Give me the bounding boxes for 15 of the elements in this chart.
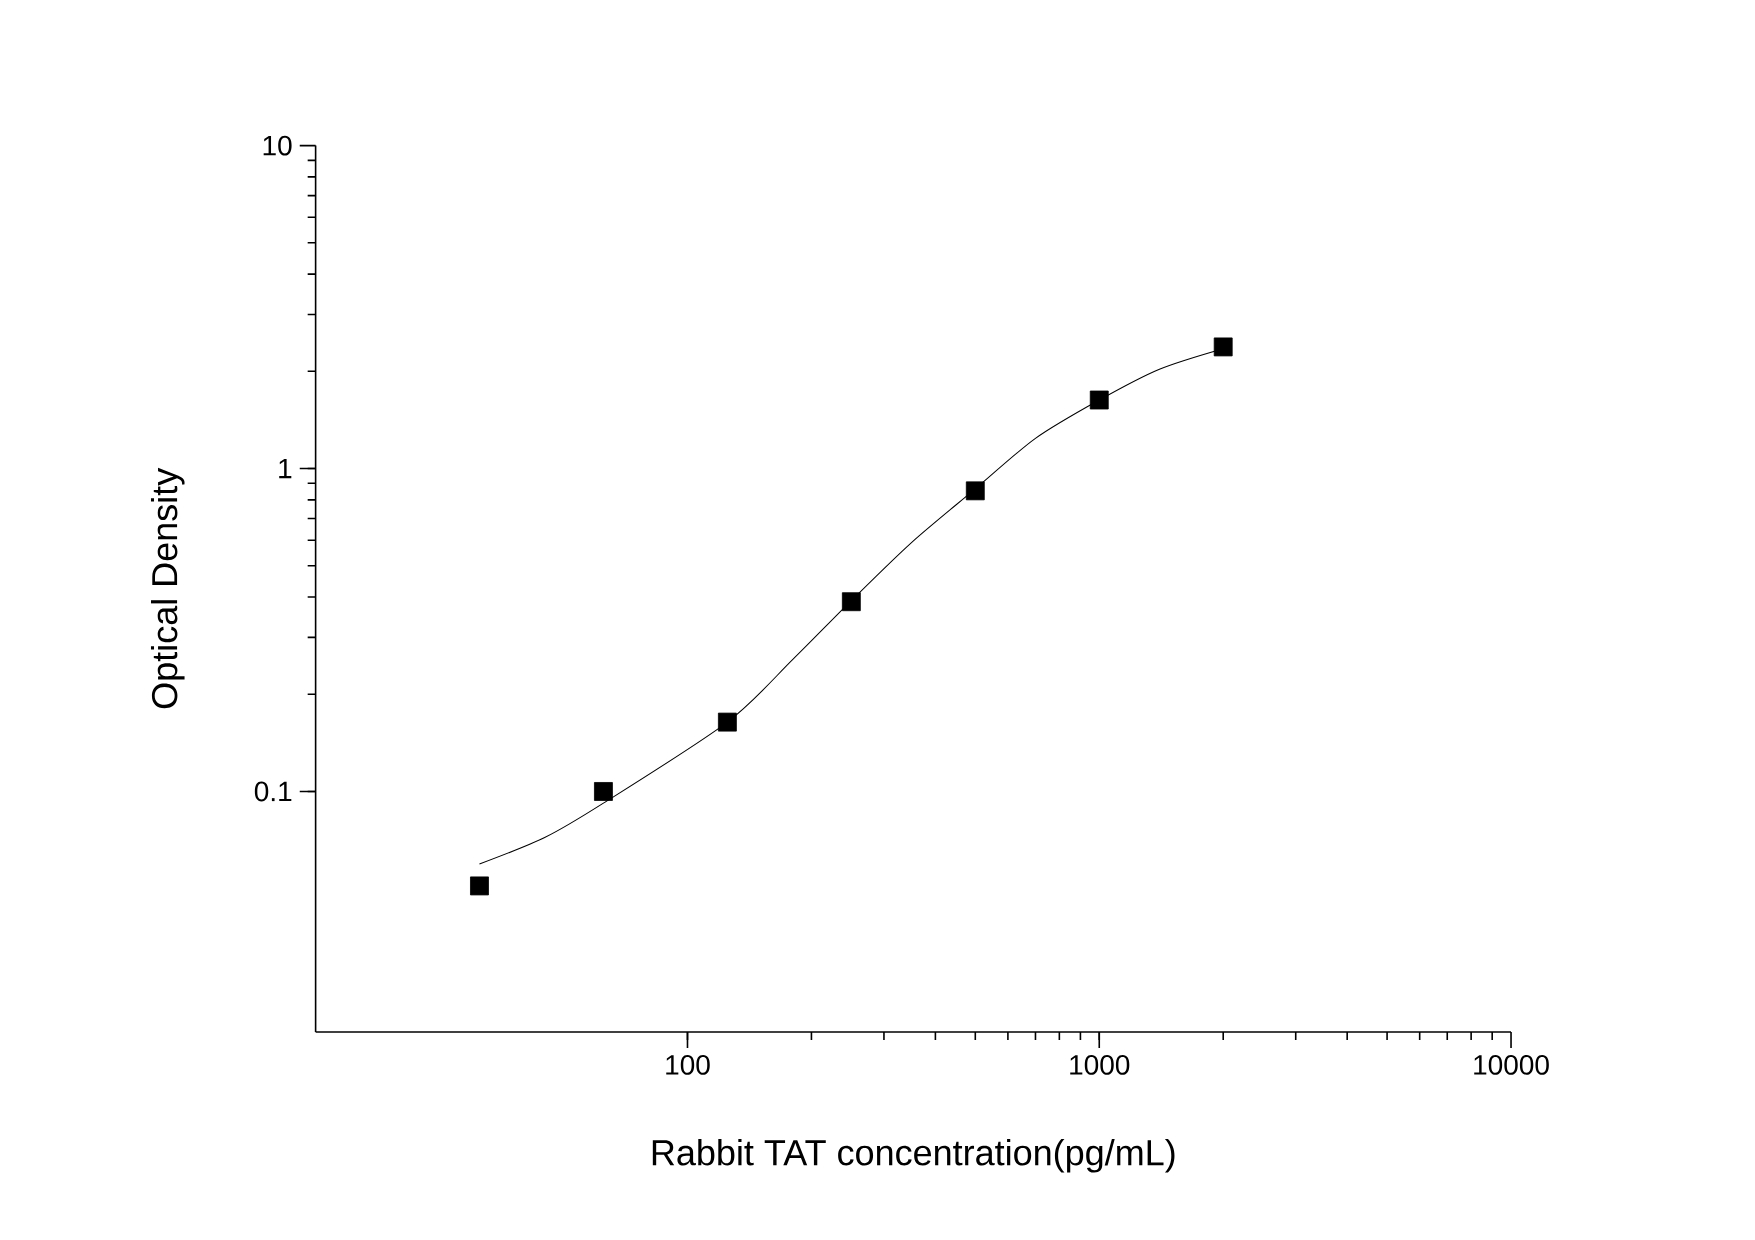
y-tick-label: 0.1 <box>254 781 292 802</box>
point <box>1213 337 1233 357</box>
point <box>1089 390 1109 410</box>
point <box>965 481 985 501</box>
point <box>470 876 489 896</box>
y-tick-label: 10 <box>263 135 292 156</box>
x-axis-title: Rabbit TAT concentration(pg/mL) <box>652 1139 1175 1173</box>
x-tick-label: 100 <box>666 1054 710 1075</box>
point <box>594 782 613 801</box>
point <box>841 592 861 612</box>
y-tick-label: 1 <box>279 458 292 479</box>
x-tick-label: 10000 <box>1474 1054 1549 1075</box>
x-tick-label: 1000 <box>1070 1054 1130 1075</box>
y-axis-title: Optical Density <box>150 467 185 709</box>
point <box>717 712 737 732</box>
